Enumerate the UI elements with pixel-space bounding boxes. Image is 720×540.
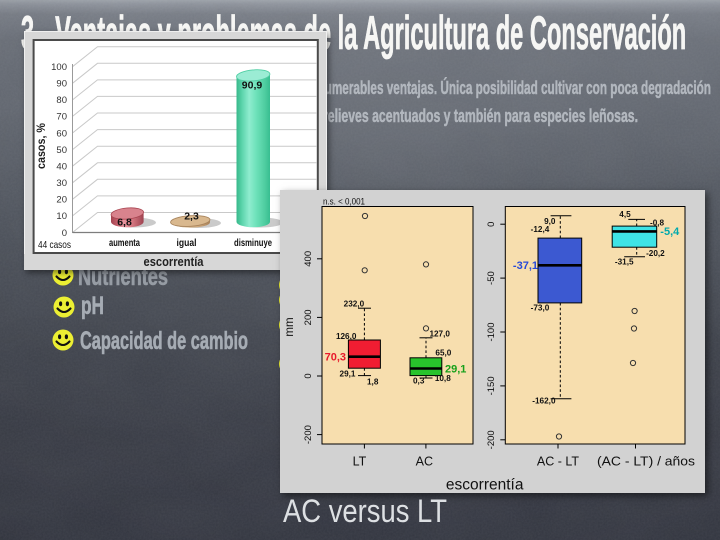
- svg-text:disminuye: disminuye: [234, 237, 272, 249]
- svg-text:90,9: 90,9: [242, 80, 263, 92]
- svg-text:0: 0: [62, 228, 67, 239]
- svg-text:0,3: 0,3: [413, 377, 425, 386]
- svg-text:90: 90: [56, 79, 67, 90]
- svg-text:100: 100: [51, 62, 67, 73]
- svg-text:-200: -200: [303, 425, 314, 444]
- svg-text:2,3: 2,3: [184, 211, 199, 223]
- svg-text:10: 10: [56, 211, 67, 222]
- svg-text:-200: -200: [486, 430, 497, 449]
- svg-text:0: 0: [303, 373, 314, 378]
- svg-text:4,5: 4,5: [619, 210, 631, 219]
- svg-text:escorrentía: escorrentía: [446, 477, 524, 494]
- svg-text:80: 80: [56, 95, 67, 106]
- svg-text:400: 400: [303, 251, 314, 267]
- svg-text:escorrentía: escorrentía: [144, 255, 205, 269]
- svg-text:casos, %: casos, %: [34, 123, 48, 169]
- svg-text:-150: -150: [486, 376, 497, 395]
- svg-text:-37,1: -37,1: [513, 260, 538, 272]
- svg-text:AC - LT: AC - LT: [537, 455, 579, 469]
- svg-text:-0,8: -0,8: [650, 219, 665, 228]
- svg-text:126,0: 126,0: [336, 332, 357, 341]
- svg-text:-100: -100: [486, 322, 497, 341]
- svg-text:70,3: 70,3: [325, 352, 346, 364]
- svg-text:AC: AC: [416, 455, 433, 469]
- svg-text:10,8: 10,8: [435, 374, 451, 383]
- svg-text:70: 70: [56, 112, 67, 123]
- svg-text:-50: -50: [486, 271, 497, 285]
- svg-text:-5,4: -5,4: [660, 226, 680, 238]
- svg-text:30: 30: [56, 178, 67, 189]
- svg-text:-12,4: -12,4: [531, 225, 550, 234]
- svg-text:0: 0: [486, 222, 497, 227]
- svg-text:-162,0: -162,0: [532, 397, 556, 406]
- svg-text:9,0: 9,0: [544, 217, 556, 226]
- svg-text:n.s. < 0,001: n.s. < 0,001: [323, 197, 365, 207]
- svg-text:44 casos: 44 casos: [38, 239, 71, 251]
- svg-text:50: 50: [56, 145, 67, 156]
- svg-text:LT: LT: [353, 455, 367, 469]
- svg-text:mm: mm: [284, 317, 296, 336]
- svg-text:-31,5: -31,5: [615, 258, 634, 267]
- svg-text:1,8: 1,8: [367, 377, 379, 386]
- svg-text:29,1: 29,1: [340, 370, 356, 379]
- svg-text:60: 60: [56, 128, 67, 139]
- svg-text:200: 200: [303, 309, 314, 325]
- svg-text:aumenta: aumenta: [109, 237, 140, 249]
- svg-text:igual: igual: [177, 237, 197, 249]
- svg-text:127,0: 127,0: [429, 329, 450, 338]
- svg-text:6,8: 6,8: [117, 217, 132, 229]
- svg-text:40: 40: [56, 162, 67, 173]
- svg-text:20: 20: [56, 195, 67, 206]
- svg-text:-73,0: -73,0: [531, 304, 550, 313]
- svg-text:65,0: 65,0: [435, 349, 451, 358]
- svg-text:(AC - LT) / años: (AC - LT) / años: [597, 455, 695, 469]
- svg-text:29,1: 29,1: [445, 364, 466, 376]
- svg-text:-20,2: -20,2: [646, 249, 665, 258]
- svg-text:232,0: 232,0: [344, 300, 365, 309]
